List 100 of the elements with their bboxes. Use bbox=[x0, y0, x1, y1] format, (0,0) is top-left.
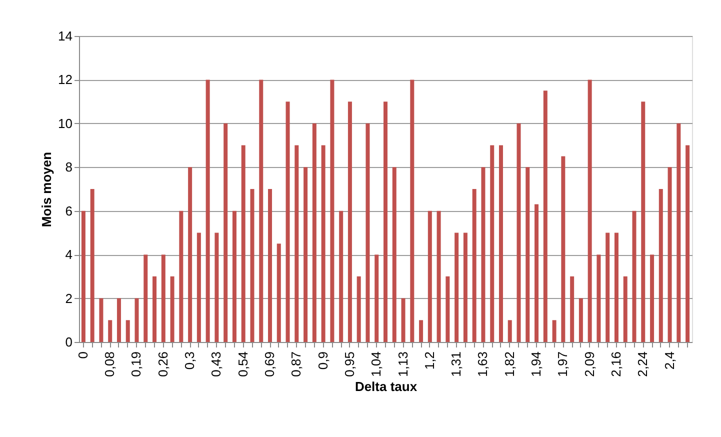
x-tick-label: 0,69 bbox=[262, 352, 278, 377]
bar bbox=[144, 254, 148, 342]
bar bbox=[108, 320, 112, 342]
bar bbox=[81, 210, 86, 342]
bar bbox=[179, 210, 184, 342]
bar bbox=[410, 80, 414, 342]
bar bbox=[392, 167, 396, 342]
bar bbox=[650, 254, 654, 342]
bar bbox=[481, 167, 486, 342]
bar bbox=[312, 123, 316, 342]
bar bbox=[134, 298, 139, 342]
bar bbox=[543, 90, 548, 342]
x-tick-label: 0,26 bbox=[155, 352, 170, 377]
y-tick-label: 10 bbox=[58, 116, 72, 131]
bar bbox=[552, 320, 556, 342]
bar bbox=[294, 145, 299, 342]
bar bbox=[454, 232, 459, 342]
x-tick-label: 0 bbox=[75, 352, 90, 359]
x-tick-label: 0,95 bbox=[342, 352, 357, 377]
bar bbox=[339, 210, 344, 342]
bar bbox=[188, 167, 192, 342]
bar bbox=[321, 145, 326, 342]
x-tick-label: 1,31 bbox=[448, 352, 464, 377]
bar bbox=[401, 298, 406, 342]
bar bbox=[419, 320, 424, 342]
bar bbox=[641, 102, 646, 342]
y-tick-label: 8 bbox=[65, 160, 72, 175]
bar bbox=[99, 298, 104, 342]
x-tick-label: 0,87 bbox=[288, 352, 304, 377]
bar bbox=[508, 320, 512, 342]
bar bbox=[90, 189, 94, 342]
x-tick-label: 1,13 bbox=[395, 352, 410, 377]
bar bbox=[632, 210, 636, 342]
bar bbox=[668, 167, 672, 342]
x-tick-label: 0,08 bbox=[102, 352, 118, 377]
bar bbox=[578, 298, 583, 342]
x-tick-label: 2,16 bbox=[608, 352, 624, 377]
bar bbox=[250, 189, 254, 342]
bar bbox=[428, 210, 432, 342]
x-tick-label: 0,19 bbox=[128, 352, 144, 377]
bar bbox=[596, 254, 601, 342]
y-tick-label: 2 bbox=[65, 290, 72, 306]
bar bbox=[152, 276, 157, 342]
bar bbox=[623, 276, 628, 342]
bar bbox=[276, 244, 281, 342]
bar bbox=[534, 204, 539, 342]
x-tick-label: 1,97 bbox=[555, 352, 570, 377]
x-tick-label: 2,09 bbox=[582, 352, 597, 377]
x-tick-label: 0,3 bbox=[182, 352, 198, 370]
bar bbox=[588, 80, 592, 342]
bar bbox=[384, 102, 388, 342]
bar bbox=[614, 232, 618, 342]
bar bbox=[436, 210, 441, 342]
x-tick-label: 1,04 bbox=[368, 352, 384, 377]
y-axis-title: Mois moyen bbox=[39, 152, 54, 228]
bar bbox=[472, 189, 476, 342]
bar bbox=[446, 276, 450, 342]
bar bbox=[606, 232, 610, 342]
bar bbox=[366, 123, 370, 342]
x-tick-label: 0,54 bbox=[235, 352, 250, 377]
bar bbox=[526, 167, 530, 342]
x-axis-title: Delta taux bbox=[354, 378, 418, 394]
x-tick-label: 1,2 bbox=[422, 352, 437, 370]
bar bbox=[126, 320, 130, 342]
x-tick-label: 1,63 bbox=[475, 352, 490, 377]
y-tick-label: 0 bbox=[65, 334, 72, 350]
bar bbox=[286, 102, 290, 342]
bar bbox=[516, 123, 521, 342]
x-tick-label: 0,9 bbox=[315, 352, 330, 370]
bar bbox=[490, 145, 494, 342]
x-tick-label: 1,82 bbox=[502, 352, 517, 377]
x-tick-label: 0,43 bbox=[208, 352, 224, 377]
y-tick-label: 12 bbox=[58, 72, 72, 88]
bar bbox=[658, 189, 663, 342]
bar bbox=[232, 210, 236, 342]
bar bbox=[561, 156, 566, 342]
bar bbox=[374, 254, 379, 342]
bar bbox=[676, 123, 681, 342]
bar bbox=[161, 254, 166, 342]
bar bbox=[268, 189, 272, 342]
bar bbox=[116, 298, 121, 342]
bar bbox=[330, 80, 334, 342]
bar bbox=[241, 145, 246, 342]
bar bbox=[356, 276, 361, 342]
x-tick-label: 1,94 bbox=[528, 352, 544, 377]
bar bbox=[498, 145, 503, 342]
bar bbox=[196, 232, 201, 342]
x-tick-label: 2,24 bbox=[635, 352, 650, 377]
bar bbox=[570, 276, 574, 342]
bar bbox=[259, 80, 264, 342]
bar bbox=[224, 123, 228, 342]
bar bbox=[214, 232, 219, 342]
y-tick-label: 4 bbox=[65, 247, 72, 262]
bar bbox=[304, 167, 308, 342]
bar bbox=[170, 276, 174, 342]
x-tick-label: 2,4 bbox=[662, 352, 677, 370]
y-tick-label: 14 bbox=[58, 28, 72, 44]
y-tick-label: 6 bbox=[65, 203, 72, 218]
bar bbox=[686, 145, 690, 342]
bar bbox=[463, 232, 468, 342]
